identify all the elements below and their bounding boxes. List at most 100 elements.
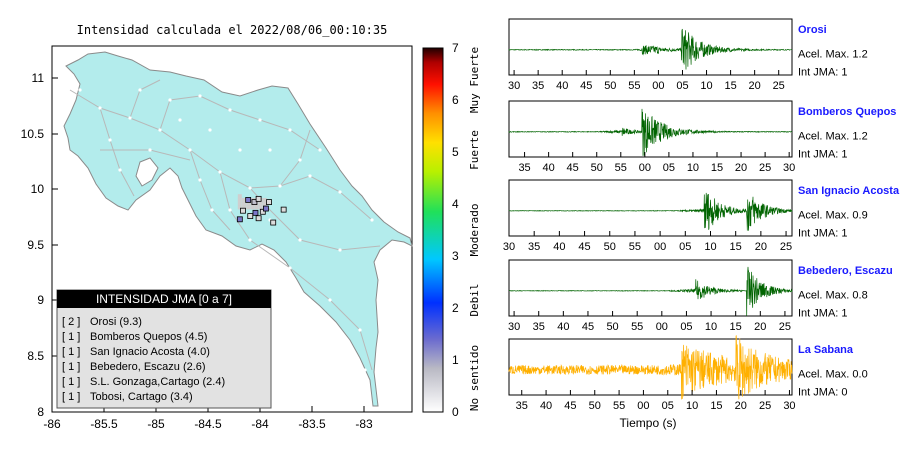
colorbar: 0 1 2 3 4 5 6 7 No sentido Debil Moderad… [422, 41, 481, 419]
town-dot [228, 108, 232, 112]
town-dot [248, 238, 252, 242]
waveform-tick-label: 25 [759, 162, 771, 174]
jma-intensity: Int JMA: 1 [798, 308, 848, 320]
town-dot [328, 298, 332, 302]
max-acceleration: Acel. Max. 0.0 [798, 369, 868, 381]
jma-intensity: Int JMA: 1 [798, 228, 848, 240]
max-acceleration: Acel. Max. 1.2 [798, 49, 868, 61]
town-dot [78, 88, 82, 92]
town-dot [338, 248, 342, 252]
waveform-panel: 30 35 40 45 50 55 00 05 10 15 20 25 San Ignacio Acos… [503, 179, 900, 253]
legend-intensity: [ 1 ] [62, 331, 80, 343]
waveform-tick-label: 20 [735, 400, 747, 412]
station-marker [245, 197, 252, 203]
waveform-tick-label: 25 [773, 80, 785, 92]
town-dot [168, 98, 172, 102]
waveform-tick-label: 05 [680, 321, 692, 333]
waveform-tick-label: 40 [556, 80, 568, 92]
legend-intensity: [ 2 ] [62, 316, 80, 328]
waveform-trace [508, 28, 793, 70]
waveform-tick-label: 40 [553, 241, 565, 253]
town-dot [288, 128, 292, 132]
station-cluster-dot [254, 205, 259, 210]
town-dot [98, 106, 102, 110]
station-marker [255, 215, 262, 222]
town-dot [158, 203, 162, 207]
station-cluster-dot [237, 205, 242, 210]
station-marker [252, 209, 259, 216]
waveform-tick-label: 15 [730, 321, 742, 333]
waveform-tick-label: 00 [637, 400, 649, 412]
colorbar-category: Muy Fuerte [468, 47, 481, 113]
nicoya-gulf [135, 157, 159, 187]
station-cluster-dot [262, 197, 267, 202]
town-dot [248, 186, 252, 190]
waveform-trace [508, 192, 793, 231]
waveform-tick-label: 30 [503, 241, 515, 253]
waveform-tick-label: 55 [613, 400, 625, 412]
waveform-tick-label: 10 [686, 400, 698, 412]
y-tick: 11 [32, 71, 45, 85]
waveform-tick-label: 55 [629, 241, 641, 253]
waveform-tick-label: 45 [578, 241, 590, 253]
waveform-tick-label: 30 [783, 400, 795, 412]
x-tick: -84.5 [194, 417, 222, 431]
waveform-tick-label: 15 [730, 241, 742, 253]
waveform-tick-label: 35 [528, 241, 540, 253]
y-tick: 8 [37, 405, 44, 419]
town-dot [268, 148, 272, 152]
waveform-panel: 35 40 45 50 55 00 05 10 15 20 25 30 La Sabana Acel. M… [508, 335, 868, 412]
town-dot [288, 266, 292, 270]
jma-intensity: Int JMA: 0 [798, 387, 848, 399]
town-dot [118, 168, 122, 172]
station-marker [251, 199, 258, 205]
waveform-tick-label: 05 [679, 241, 691, 253]
waveform-tick-label: 40 [540, 400, 552, 412]
town-dot [278, 184, 282, 188]
waveform-tick-label: 10 [705, 321, 717, 333]
colorbar-tick: 3 [452, 249, 459, 263]
waveform-tick-label: 55 [628, 80, 640, 92]
waveform-tick-label: 15 [711, 162, 723, 174]
station-cluster-dot [242, 197, 246, 202]
waveform-tick-label: 00 [652, 80, 664, 92]
jma-intensity: Int JMA: 1 [798, 67, 848, 79]
y-tick: 9.5 [27, 238, 44, 252]
town-dot [88, 178, 92, 182]
station-cluster-dot [258, 205, 263, 210]
station-marker [266, 199, 272, 205]
intensity-legend: INTENSIDAD JMA [0 a 7] [ 2 ] Orosi (9.3)… [56, 289, 272, 409]
station-marker [280, 206, 287, 213]
legend-box [56, 289, 272, 409]
town-dot [338, 190, 342, 194]
max-acceleration: Acel. Max. 0.9 [798, 210, 868, 222]
colorbar-tick: 4 [452, 197, 459, 211]
waveform-tick-label: 25 [779, 321, 791, 333]
town-dot [178, 118, 182, 122]
waveform-tick-label: 25 [759, 400, 771, 412]
waveform-tick-label: 10 [704, 241, 716, 253]
colorbar-tick: 0 [452, 405, 459, 419]
waveform-tick-label: 05 [663, 162, 675, 174]
waveform-tick-label: 25 [780, 241, 792, 253]
colorbar-category: Debil [468, 283, 481, 316]
waveform-tick-label: 00 [654, 241, 666, 253]
colorbar-category: Fuerte [468, 130, 481, 170]
waveform-panel: 35 40 45 50 55 00 05 10 15 20 25 30 Bomberos Quepos A… [508, 100, 896, 174]
costa-rica-land [63, 51, 413, 407]
waveform-panel: 30 35 40 45 50 55 00 05 10 15 20 25 Bebedero, Escazu… [508, 259, 893, 333]
x-tick: -85.5 [90, 417, 118, 431]
waveform-tick-label: 45 [580, 80, 592, 92]
station-name: La Sabana [798, 344, 854, 356]
legend-intensity: [ 1 ] [62, 376, 80, 388]
station-name: Orosi [798, 24, 827, 36]
colorbar-scale [422, 47, 444, 413]
station-cluster-dot [237, 194, 242, 199]
waveform-tick-label: 30 [783, 162, 795, 174]
waveform-tick-label: 30 [508, 80, 520, 92]
station-cluster-dot [237, 197, 242, 202]
legend-station: Tobosi, Cartago (3.4) [90, 391, 193, 403]
x-tick: -86 [43, 417, 61, 431]
waveform-panels: 30 35 40 45 50 55 00 05 10 15 20 25 Orosi Acel. Max. … [503, 18, 900, 412]
